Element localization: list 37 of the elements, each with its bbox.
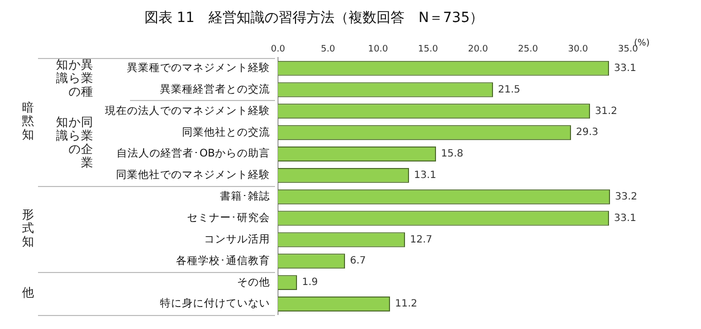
y-tick-label: 書籍･雑誌 bbox=[220, 190, 270, 203]
y-tick-label: 特に身に付けていない bbox=[160, 298, 270, 310]
y-tick-label: セミナー･研究会 bbox=[187, 211, 270, 224]
x-tick-label: 15.0 bbox=[418, 44, 438, 55]
text: 異業種からの知識 bbox=[56, 58, 93, 99]
y-tick-label: 同業他社との交流 bbox=[182, 125, 270, 138]
data-label: 33.1 bbox=[614, 212, 636, 224]
x-tick-label: 20.0 bbox=[468, 44, 488, 55]
x-tick-label: 25.0 bbox=[518, 44, 538, 55]
y-tick-label: 異業種経営者との交流 bbox=[160, 82, 270, 96]
text: 暗黙知 bbox=[22, 100, 34, 142]
chart-title: 図表 11 経営知識の習得方法（複数回答 N＝735） bbox=[144, 10, 484, 26]
y-tick-label: その他 bbox=[237, 276, 270, 288]
y-tick-label: 同業他社でのマネジメント経験 bbox=[116, 168, 270, 182]
data-label: 15.8 bbox=[441, 148, 464, 160]
x-tick-label: 30.0 bbox=[568, 44, 588, 55]
data-label: 31.2 bbox=[595, 106, 618, 117]
data-label: 12.7 bbox=[410, 234, 432, 246]
text: 形式知 bbox=[22, 208, 34, 249]
data-label: 1.9 bbox=[302, 277, 318, 288]
data-label: 6.7 bbox=[350, 256, 366, 267]
x-tick-label: 5.0 bbox=[320, 44, 336, 55]
data-label: 21.5 bbox=[498, 84, 520, 96]
data-label: 13.1 bbox=[414, 170, 436, 182]
y-tick-label: 各種学校･通信教育 bbox=[176, 254, 270, 267]
y-tick-label: 現在の法人でのマネジメント経験 bbox=[105, 104, 270, 117]
data-label: 11.2 bbox=[395, 298, 418, 310]
y-tick-label: 自法人の経営者･OBからの助言 bbox=[116, 146, 270, 160]
y-tick-label: コンサル活用 bbox=[204, 233, 270, 246]
x-tick-label: 10.0 bbox=[368, 44, 388, 55]
data-label: 29.3 bbox=[576, 127, 598, 138]
text: 他 bbox=[22, 285, 34, 300]
data-label: 33.1 bbox=[614, 62, 636, 74]
x-tick-label: 0.0 bbox=[270, 44, 286, 55]
text: 同業企業からの知識 bbox=[56, 115, 93, 170]
data-label: 33.2 bbox=[615, 191, 638, 202]
y-tick-label: 異業種でのマネジメント経験 bbox=[127, 62, 270, 74]
